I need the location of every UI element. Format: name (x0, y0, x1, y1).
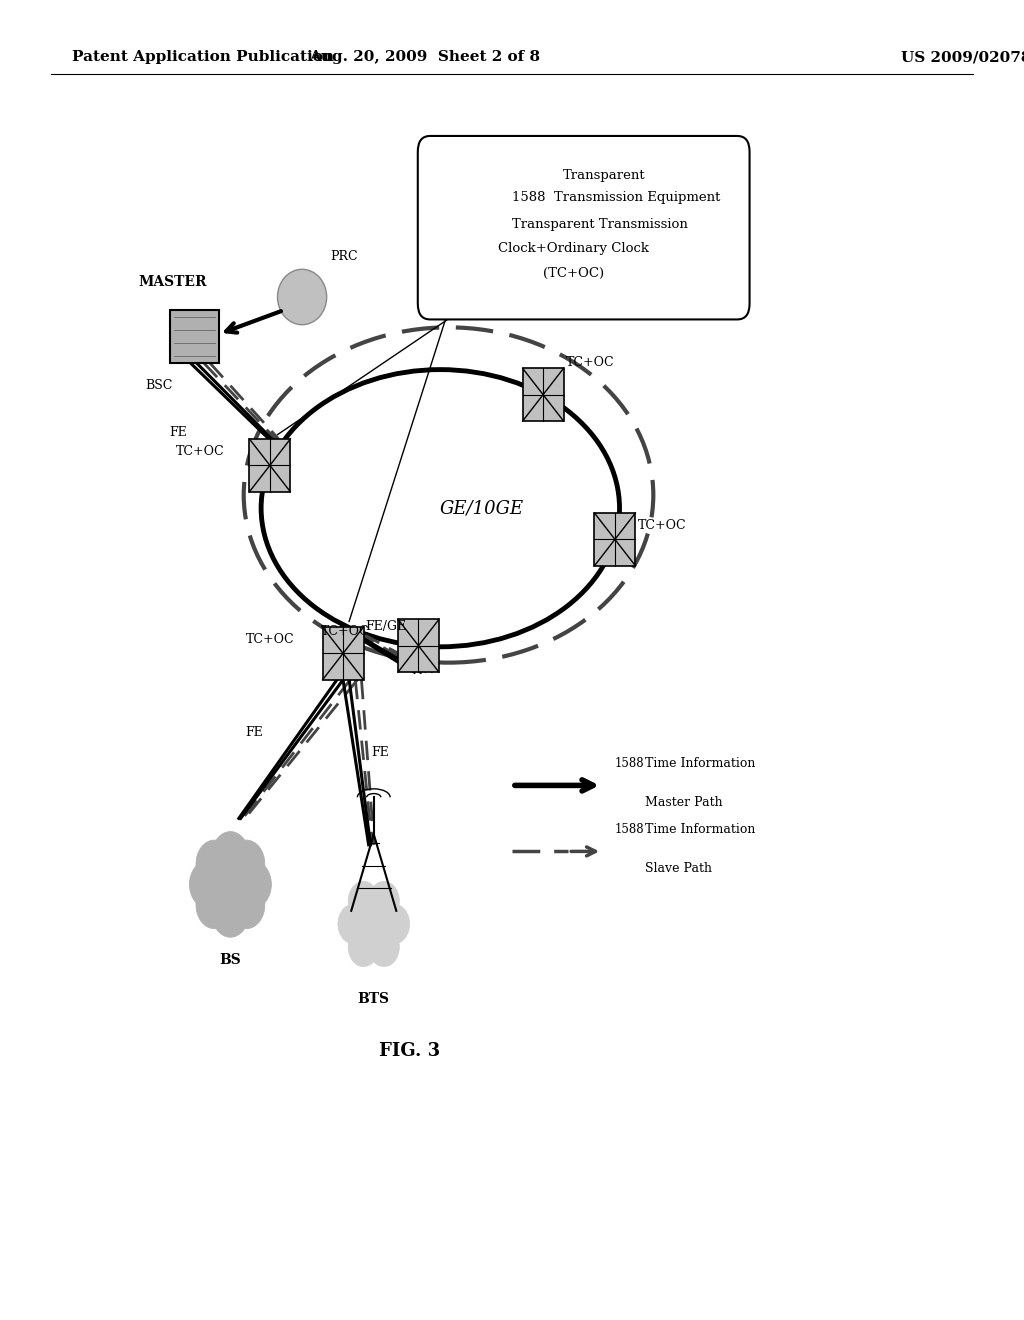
Circle shape (379, 904, 410, 944)
Text: US 2009/0207863 A1: US 2009/0207863 A1 (901, 50, 1024, 65)
Bar (522, 368, 563, 421)
Text: Transparent: Transparent (563, 169, 645, 182)
Text: TC+OC: TC+OC (246, 632, 294, 645)
Circle shape (369, 882, 399, 921)
Text: Slave Path: Slave Path (645, 862, 712, 875)
Text: FE/GE: FE/GE (366, 620, 407, 632)
Text: PRC: PRC (331, 249, 358, 263)
Text: FE: FE (169, 425, 186, 438)
Circle shape (369, 927, 399, 966)
Text: BTS: BTS (357, 993, 390, 1006)
Circle shape (196, 882, 232, 929)
Text: FIG. 3: FIG. 3 (379, 1041, 440, 1060)
Text: BS: BS (219, 953, 242, 966)
Text: Transparent Transmission: Transparent Transmission (512, 218, 688, 231)
Bar (323, 627, 364, 680)
Circle shape (189, 861, 226, 908)
Circle shape (348, 882, 379, 921)
Text: TC+OC: TC+OC (638, 519, 686, 532)
Circle shape (196, 840, 232, 887)
Circle shape (212, 832, 249, 879)
Ellipse shape (278, 269, 327, 325)
Circle shape (212, 890, 249, 937)
Text: Master Path: Master Path (645, 796, 723, 809)
Text: (TC+OC): (TC+OC) (543, 267, 604, 280)
Bar (398, 619, 439, 672)
Bar (595, 513, 636, 566)
Circle shape (210, 858, 251, 911)
Text: Clock+Ordinary Clock: Clock+Ordinary Clock (498, 242, 649, 255)
Text: 1588  Transmission Equipment: 1588 Transmission Equipment (512, 191, 720, 205)
Text: BSC: BSC (145, 379, 173, 392)
Text: Patent Application Publication: Patent Application Publication (72, 50, 334, 65)
Text: FE: FE (372, 746, 389, 759)
Circle shape (228, 882, 265, 929)
Text: TC+OC: TC+OC (565, 355, 614, 368)
Text: Aug. 20, 2009  Sheet 2 of 8: Aug. 20, 2009 Sheet 2 of 8 (309, 50, 541, 65)
Text: 1588: 1588 (614, 822, 644, 836)
Circle shape (358, 904, 389, 944)
Bar (170, 310, 219, 363)
Text: TC+OC: TC+OC (176, 445, 224, 458)
FancyBboxPatch shape (418, 136, 750, 319)
Text: Time Information: Time Information (645, 756, 756, 770)
Circle shape (228, 840, 265, 887)
Text: 1588: 1588 (614, 756, 644, 770)
Text: MASTER: MASTER (138, 276, 207, 289)
Circle shape (338, 904, 369, 944)
Circle shape (348, 927, 379, 966)
Text: TC+OC: TC+OC (322, 626, 370, 638)
Text: Time Information: Time Information (645, 822, 756, 836)
Text: FE: FE (246, 726, 263, 739)
Circle shape (234, 861, 271, 908)
Text: GE/10GE: GE/10GE (439, 499, 523, 517)
Bar (250, 440, 291, 492)
